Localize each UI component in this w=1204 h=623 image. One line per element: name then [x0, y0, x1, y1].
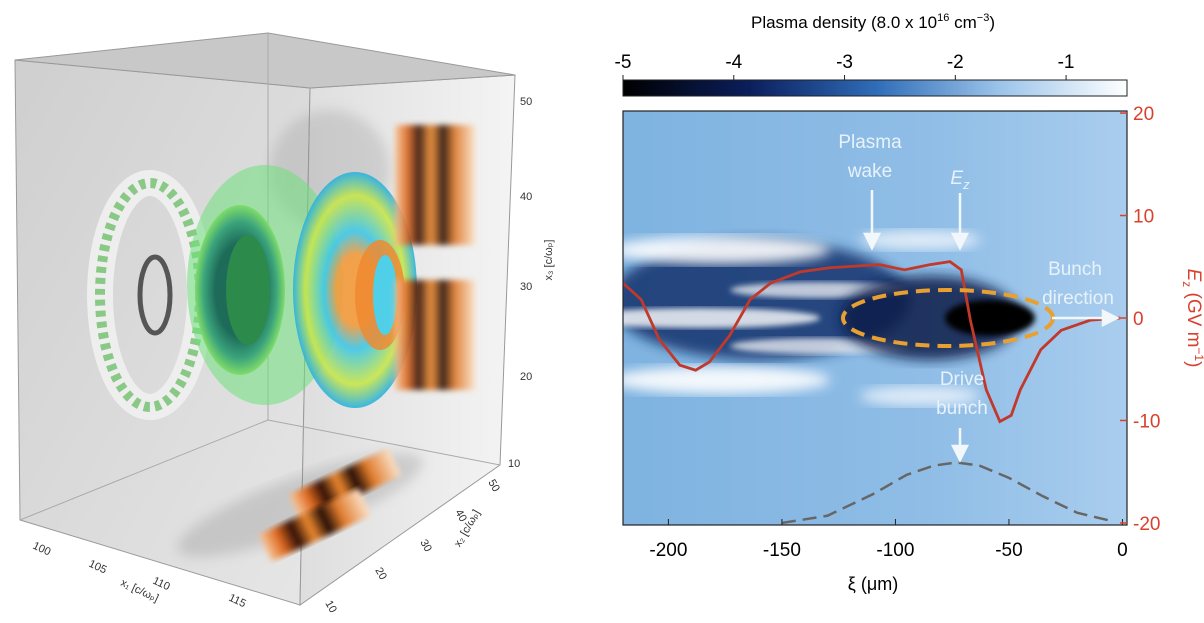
annotation: direction	[1042, 288, 1114, 309]
box-edge	[19, 419, 269, 521]
arrow-head	[950, 444, 970, 463]
x-tick-label: -50	[995, 540, 1022, 561]
ring	[226, 235, 270, 345]
field-feature	[623, 236, 830, 264]
colorbar-title-part: 16	[937, 12, 949, 24]
colorbar-title-part: −3	[977, 12, 990, 24]
y2-label-part: −1	[1192, 347, 1204, 361]
colorbar-title: Plasma density (8.0 x 1016 cm−3)	[751, 12, 995, 32]
annotation: Bunch	[1048, 259, 1102, 280]
x3-tick-label: 20	[520, 371, 532, 383]
colorbar-tick-label: -3	[836, 52, 853, 73]
plot-area	[623, 260, 1121, 525]
field-pattern	[395, 125, 475, 245]
y2-tick-label: -20	[1133, 514, 1160, 535]
x2-tick-label: 30	[417, 538, 434, 555]
x3-tick-label: 10	[508, 458, 520, 470]
y2-tick-label: 20	[1133, 104, 1154, 125]
x-axis-label: ξ (μm)	[848, 574, 898, 594]
x2-tick-label: 50	[485, 478, 502, 495]
annotation: Ez	[950, 168, 970, 192]
field-pattern	[258, 488, 372, 562]
arrow-head	[950, 232, 970, 251]
annotation-part: E	[950, 168, 963, 189]
density-field	[623, 111, 1127, 525]
field-feature	[623, 308, 820, 328]
colorbar-title-part: )	[989, 13, 995, 32]
y2-label-part: )	[1183, 361, 1204, 367]
field-pattern	[288, 448, 402, 522]
y2-label-part: z	[1180, 281, 1194, 287]
x2-tick-label: 40	[452, 508, 469, 525]
arrows	[862, 190, 1120, 463]
annotation: Drive	[940, 369, 984, 390]
colorbar-title-part: cm	[949, 13, 976, 32]
field-pattern	[395, 280, 475, 390]
y2-tick-label: 0	[1133, 309, 1144, 330]
ring	[137, 254, 173, 336]
annotation: wake	[847, 161, 892, 182]
series-line	[623, 260, 1121, 424]
x3-tick-label: 40	[520, 191, 532, 203]
x-tick-label: -200	[649, 540, 687, 561]
field-feature	[623, 240, 910, 360]
y2-label-part: E	[1183, 269, 1204, 282]
field-feature	[945, 300, 1035, 336]
annotation: Plasma	[838, 132, 902, 153]
y2-label-part: (GV m	[1183, 287, 1204, 347]
render-panel: 50 40 30 20 10 x₃ [c/ωₚ] 100 105 110 115…	[14, 32, 555, 616]
ring	[293, 172, 417, 408]
x1-tick-label: 115	[227, 592, 248, 610]
field-feature	[860, 386, 980, 406]
x-tick-label: -100	[876, 540, 914, 561]
box-top	[14, 32, 516, 89]
x3-tick-label: 30	[520, 281, 532, 293]
y2-axis-label: Ez (GV m−1)	[1180, 269, 1204, 368]
x-tick-label: 0	[1117, 540, 1128, 561]
y2-tick-label: 10	[1133, 207, 1154, 228]
colorbar-tick-label: -1	[1058, 52, 1075, 73]
field-feature	[860, 230, 980, 250]
colorbar-tick-label: -5	[615, 52, 632, 73]
colorbar-tick-label: -2	[947, 52, 964, 73]
x2-tick-label: 10	[322, 599, 339, 616]
x-tick-label: -150	[763, 540, 801, 561]
colorbar-tick-label: -4	[725, 52, 742, 73]
x2-tick-label: 20	[372, 566, 389, 583]
colorbar-title-part: Plasma density (8.0 x 10	[751, 13, 937, 32]
x3-axis-label: x₃ [c/ωₚ]	[543, 239, 555, 280]
annotation: bunch	[936, 398, 988, 419]
colorbar	[622, 79, 1128, 97]
y2-tick-label: -10	[1133, 411, 1160, 432]
x3-tick-label: 50	[520, 96, 532, 108]
arrow-head	[1101, 308, 1120, 328]
field-feature	[623, 366, 830, 394]
x1-tick-label: 100	[31, 540, 53, 559]
arrow-head	[862, 232, 882, 251]
annotation-part: z	[962, 177, 970, 192]
box-edge	[267, 419, 501, 466]
x1-tick-label: 105	[87, 558, 109, 577]
ring	[373, 255, 397, 335]
